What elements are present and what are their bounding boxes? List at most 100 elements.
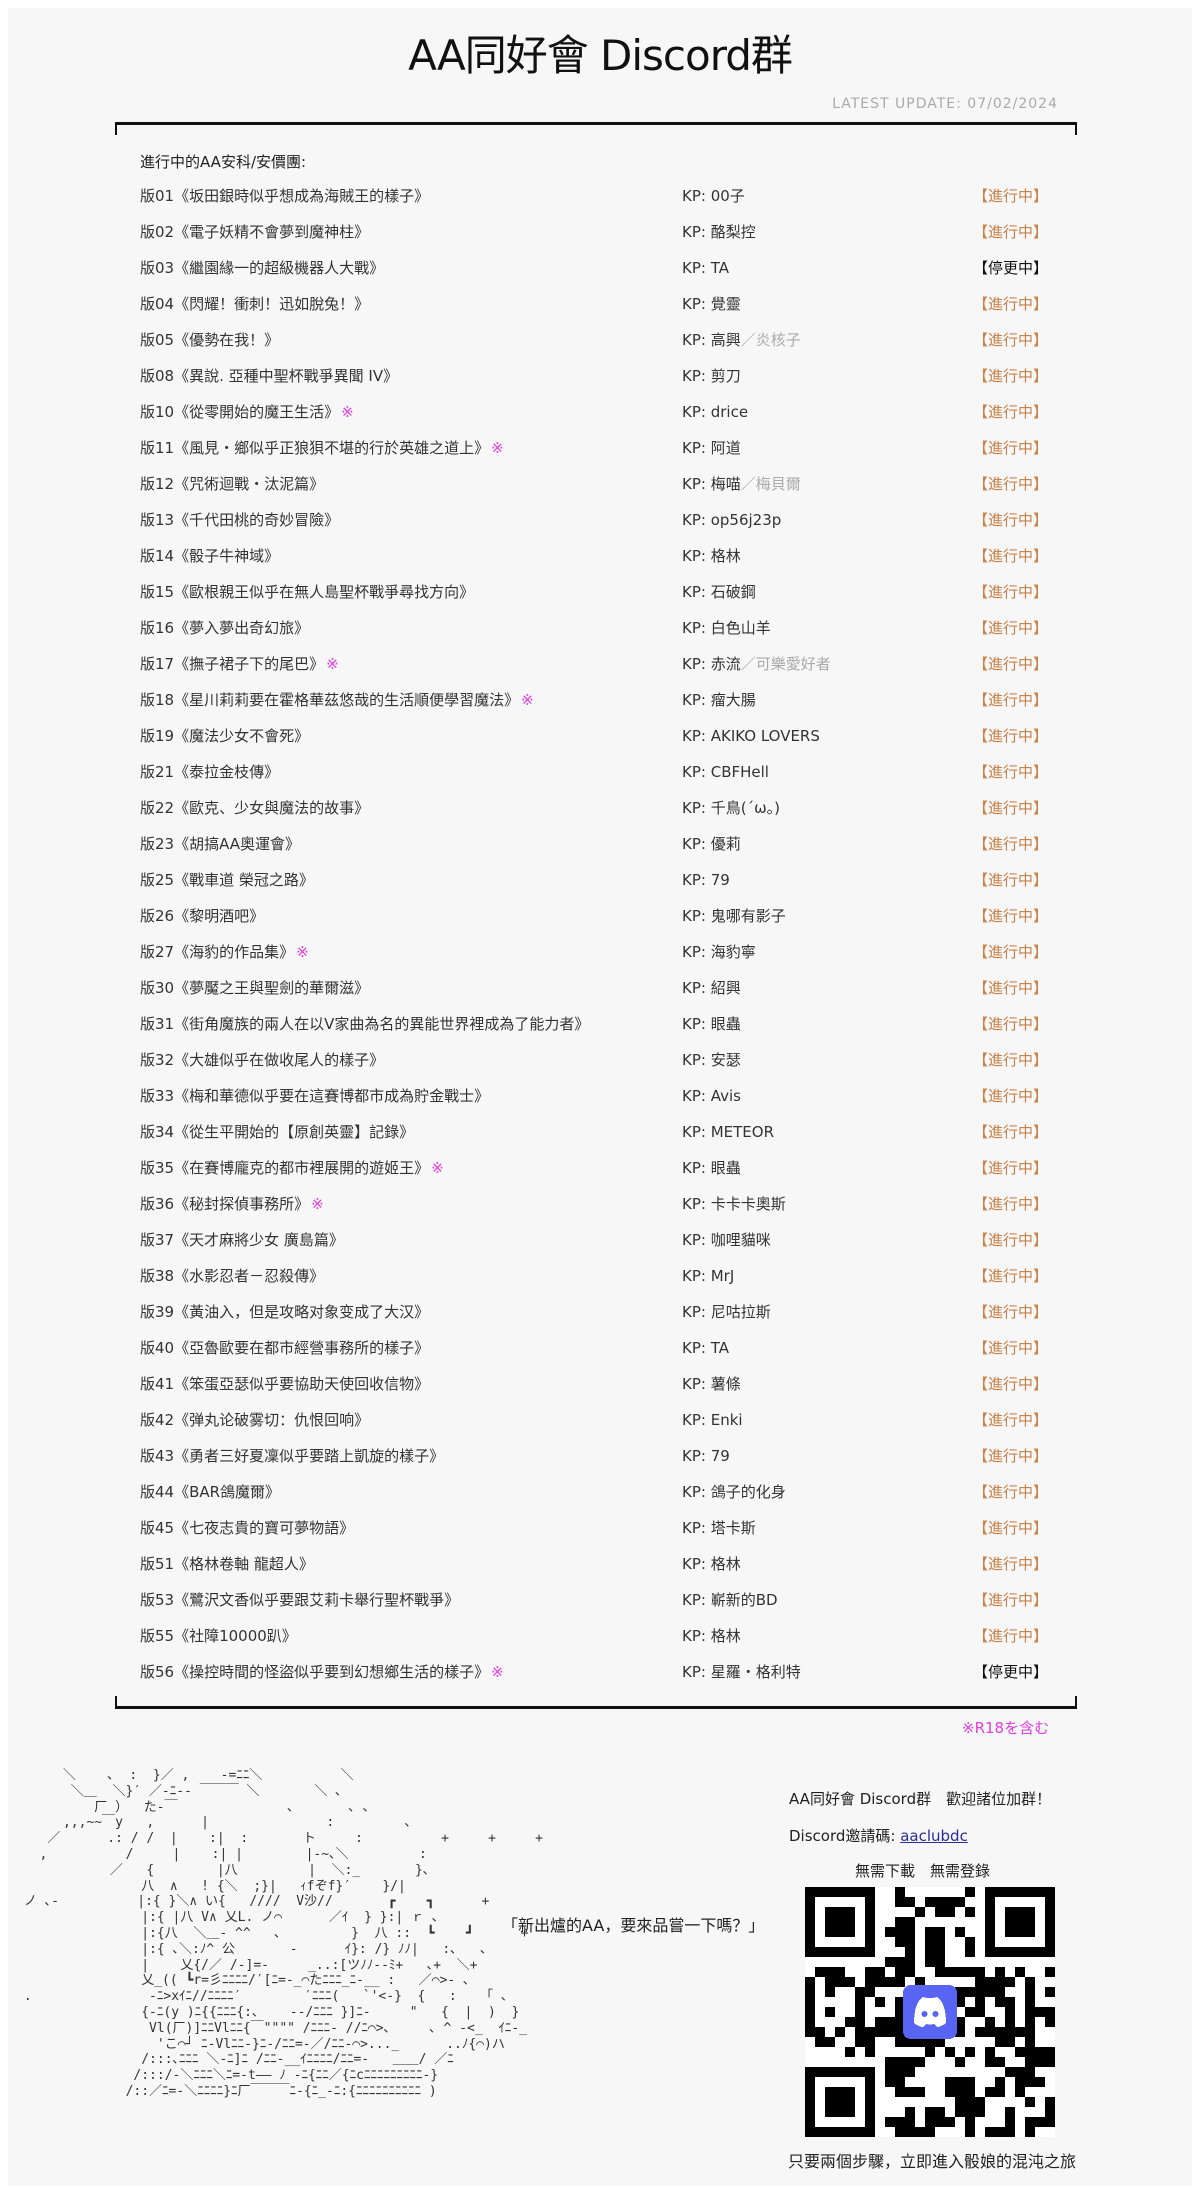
list-item[interactable]: 版37《天才麻將少女 廣島篇》 KP: 咖哩貓咪 【進行中】: [0, 1230, 1200, 1266]
game-title[interactable]: 版32《大雄似乎在做收尾人的樣子》: [140, 1050, 384, 1070]
game-title[interactable]: 版08《異說. 亞種中聖杯戰爭異聞 IV》: [140, 366, 398, 386]
list-item[interactable]: 版26《黎明酒吧》 KP: 鬼哪有影子 【進行中】: [0, 906, 1200, 942]
game-title[interactable]: 版37《天才麻將少女 廣島篇》: [140, 1230, 344, 1250]
list-item[interactable]: 版35《在賽博龐克的都市裡展開的遊姬王》 ※ KP: 眼蟲 【進行中】: [0, 1158, 1200, 1194]
game-title[interactable]: 版22《歐克、少女與魔法的故事》: [140, 798, 369, 818]
list-item[interactable]: 版53《鷺沢文香似乎要跟艾莉卡舉行聖杯戰爭》 KP: 嶄新的BD 【進行中】: [0, 1590, 1200, 1626]
list-item[interactable]: 版13《千代田桃的奇妙冒險》 KP: op56j23p 【進行中】: [0, 510, 1200, 546]
game-title[interactable]: 版33《梅和華德似乎要在這賽博都市成為貯金戰士》: [140, 1086, 489, 1106]
list-item[interactable]: 版25《戰車道 榮冠之路》 KP: 79 【進行中】: [0, 870, 1200, 906]
game-title[interactable]: 版45《七夜志貴的寶可夢物語》: [140, 1518, 354, 1538]
list-item[interactable]: 版32《大雄似乎在做收尾人的樣子》 KP: 安瑟 【進行中】: [0, 1050, 1200, 1086]
list-item[interactable]: 版16《夢入夢出奇幻旅》 KP: 白色山羊 【進行中】: [0, 618, 1200, 654]
list-item[interactable]: 版41《笨蛋亞瑟似乎要協助天使回收信物》 KP: 薯條 【進行中】: [0, 1374, 1200, 1410]
game-title[interactable]: 版03《繼園緣一的超級機器人大戰》: [140, 258, 384, 278]
game-title[interactable]: 版13《千代田桃的奇妙冒險》: [140, 510, 339, 530]
game-title[interactable]: 版44《BAR鴿魔爾》: [140, 1482, 280, 1502]
list-item[interactable]: 版01《坂田銀時似乎想成為海賊王的樣子》 KP: 00子 【進行中】: [0, 186, 1200, 222]
list-item[interactable]: 版23《胡搞AA奧運會》 KP: 優莉 【進行中】: [0, 834, 1200, 870]
game-title[interactable]: 版40《亞魯歐要在都市經營事務所的樣子》: [140, 1338, 429, 1358]
qr-module: [905, 2127, 915, 2137]
list-item[interactable]: 版43《勇者三好夏凜似乎要踏上凱旋的樣子》 KP: 79 【進行中】: [0, 1446, 1200, 1482]
game-title[interactable]: 版12《咒術迴戰・汰泥篇》: [140, 474, 324, 494]
game-title[interactable]: 版16《夢入夢出奇幻旅》: [140, 618, 309, 638]
game-title[interactable]: 版26《黎明酒吧》: [140, 906, 264, 926]
game-title[interactable]: 版36《秘封探偵事務所》 ※: [140, 1194, 324, 1214]
game-title[interactable]: 版56《操控時間的怪盜似乎要到幻想鄉生活的樣子》 ※: [140, 1662, 504, 1682]
game-title[interactable]: 版14《骰子牛神域》: [140, 546, 279, 566]
list-item[interactable]: 版56《操控時間的怪盜似乎要到幻想鄉生活的樣子》 ※ KP: 星羅・格利特 【停更中】: [0, 1662, 1200, 1698]
list-item[interactable]: 版14《骰子牛神域》 KP: 格林 【進行中】: [0, 546, 1200, 582]
game-title[interactable]: 版02《電子妖精不會夢到魔神柱》: [140, 222, 369, 242]
game-title[interactable]: 版38《水影忍者－忍殺傳》: [140, 1266, 324, 1286]
game-title[interactable]: 版17《撫子裙子下的尾巴》 ※: [140, 654, 339, 674]
list-item[interactable]: 版15《歐根親王似乎在無人島聖杯戰爭尋找方向》 KP: 石破鋼 【進行中】: [0, 582, 1200, 618]
qr-module: [995, 2077, 1005, 2087]
kp-primary: 嶄新的BD: [710, 1591, 778, 1609]
list-item[interactable]: 版44《BAR鴿魔爾》 KP: 鴿子的化身 【進行中】: [0, 1482, 1200, 1518]
status-badge: 【進行中】: [973, 1555, 1049, 1573]
game-title[interactable]: 版27《海豹的作品集》 ※: [140, 942, 309, 962]
list-item[interactable]: 版27《海豹的作品集》 ※ KP: 海豹寧 【進行中】: [0, 942, 1200, 978]
qr-module: [975, 1987, 985, 1997]
list-item[interactable]: 版21《泰拉金枝傳》 KP: CBFHell 【進行中】: [0, 762, 1200, 798]
status-badge: 【進行中】: [973, 979, 1049, 997]
game-title[interactable]: 版04《閃耀！衝刺！迅如脫兔！》: [140, 294, 369, 314]
list-item[interactable]: 版39《黃油入，但是攻略对象变成了大汉》 KP: 尼咕拉斯 【進行中】: [0, 1302, 1200, 1338]
list-item[interactable]: 版40《亞魯歐要在都市經營事務所的樣子》 KP: TA 【進行中】: [0, 1338, 1200, 1374]
game-title[interactable]: 版15《歐根親王似乎在無人島聖杯戰爭尋找方向》: [140, 582, 474, 602]
game-title[interactable]: 版53《鷺沢文香似乎要跟艾莉卡舉行聖杯戰爭》: [140, 1590, 459, 1610]
qr-module: [975, 2027, 985, 2037]
list-item[interactable]: 版04《閃耀！衝刺！迅如脫兔！》 KP: 覺靈 【進行中】: [0, 294, 1200, 330]
game-title[interactable]: 版18《星川莉莉要在霍格華茲悠哉的生活順便學習魔法》 ※: [140, 690, 534, 710]
game-title[interactable]: 版41《笨蛋亞瑟似乎要協助天使回收信物》: [140, 1374, 429, 1394]
game-title[interactable]: 版51《格林卷軸 龍超人》: [140, 1554, 314, 1574]
game-title[interactable]: 版11《風見・鄉似乎正狼狽不堪的行於英雄之道上》 ※: [140, 438, 504, 458]
list-item[interactable]: 版05《優勢在我！》 KP: 高興／炎核子 【進行中】: [0, 330, 1200, 366]
list-item[interactable]: 版33《梅和華德似乎要在這賽博都市成為貯金戰士》 KP: Avis 【進行中】: [0, 1086, 1200, 1122]
kp-primary: 優莉: [710, 835, 741, 853]
list-item[interactable]: 版22《歐克、少女與魔法的故事》 KP: 千鳥(´ω。) 【進行中】: [0, 798, 1200, 834]
list-item[interactable]: 版19《魔法少女不會死》 KP: AKIKO LOVERS 【進行中】: [0, 726, 1200, 762]
qr-module: [1005, 2037, 1015, 2047]
game-title[interactable]: 版43《勇者三好夏凜似乎要踏上凱旋的樣子》: [140, 1446, 444, 1466]
list-item[interactable]: 版02《電子妖精不會夢到魔神柱》 KP: 酪梨控 【進行中】: [0, 222, 1200, 258]
list-item[interactable]: 版17《撫子裙子下的尾巴》 ※ KP: 赤流／可樂愛好者 【進行中】: [0, 654, 1200, 690]
status-badge: 【進行中】: [973, 511, 1049, 529]
game-title[interactable]: 版31《街角魔族的兩人在以V家曲為名的異能世界裡成為了能力者》: [140, 1014, 589, 1034]
game-title[interactable]: 版21《泰拉金枝傳》: [140, 762, 279, 782]
list-item[interactable]: 版45《七夜志貴的寶可夢物語》 KP: 塔卡斯 【進行中】: [0, 1518, 1200, 1554]
qr-module: [1015, 2027, 1025, 2037]
list-item[interactable]: 版38《水影忍者－忍殺傳》 KP: MrJ 【進行中】: [0, 1266, 1200, 1302]
list-item[interactable]: 版34《從生平開始的【原創英靈】記錄》 KP: METEOR 【進行中】: [0, 1122, 1200, 1158]
list-item[interactable]: 版31《街角魔族的兩人在以V家曲為名的異能世界裡成為了能力者》 KP: 眼蟲 【進行…: [0, 1014, 1200, 1050]
list-item[interactable]: 版10《從零開始的魔王生活》 ※ KP: drice 【進行中】: [0, 402, 1200, 438]
qr-module: [1005, 2017, 1015, 2027]
game-title[interactable]: 版55《社障10000趴》: [140, 1626, 297, 1646]
game-title[interactable]: 版35《在賽博龐克的都市裡展開的遊姬王》 ※: [140, 1158, 444, 1178]
list-item[interactable]: 版18《星川莉莉要在霍格華茲悠哉的生活順便學習魔法》 ※ KP: 瘤大腸 【進行中】: [0, 690, 1200, 726]
game-title[interactable]: 版05《優勢在我！》: [140, 330, 279, 350]
game-title[interactable]: 版39《黃油入，但是攻略对象变成了大汉》: [140, 1302, 429, 1322]
list-item[interactable]: 版36《秘封探偵事務所》 ※ KP: 卡卡卡奧斯 【進行中】: [0, 1194, 1200, 1230]
game-title[interactable]: 版10《從零開始的魔王生活》 ※: [140, 402, 354, 422]
list-item[interactable]: 版55《社障10000趴》 KP: 格林 【進行中】: [0, 1626, 1200, 1662]
game-title[interactable]: 版34《從生平開始的【原創英靈】記錄》: [140, 1122, 414, 1142]
discord-qr-code[interactable]: [805, 1887, 1055, 2137]
qr-module: [935, 2037, 945, 2047]
list-item[interactable]: 版42《弹丸论破雾切：仇恨回响》 KP: Enki 【進行中】: [0, 1410, 1200, 1446]
list-item[interactable]: 版12《咒術迴戰・汰泥篇》 KP: 梅喵／梅貝爾 【進行中】: [0, 474, 1200, 510]
invite-code-link[interactable]: aaclubdc: [900, 1827, 968, 1845]
list-item[interactable]: 版11《風見・鄉似乎正狼狽不堪的行於英雄之道上》 ※ KP: 阿道 【進行中】: [0, 438, 1200, 474]
game-title[interactable]: 版42《弹丸论破雾切：仇恨回响》: [140, 1410, 369, 1430]
list-item[interactable]: 版08《異說. 亞種中聖杯戰爭異聞 IV》 KP: 剪刀 【進行中】: [0, 366, 1200, 402]
list-item[interactable]: 版51《格林卷軸 龍超人》 KP: 格林 【進行中】: [0, 1554, 1200, 1590]
game-title[interactable]: 版30《夢魘之王與聖劍的華爾滋》: [140, 978, 369, 998]
list-item[interactable]: 版03《繼園緣一的超級機器人大戰》 KP: TA 【停更中】: [0, 258, 1200, 294]
game-title[interactable]: 版19《魔法少女不會死》: [140, 726, 309, 746]
game-title[interactable]: 版01《坂田銀時似乎想成為海賊王的樣子》: [140, 186, 429, 206]
game-title[interactable]: 版23《胡搞AA奧運會》: [140, 834, 300, 854]
game-title[interactable]: 版25《戰車道 榮冠之路》: [140, 870, 314, 890]
list-item[interactable]: 版30《夢魘之王與聖劍的華爾滋》 KP: 紹興 【進行中】: [0, 978, 1200, 1014]
kp-prefix: KP:: [682, 1519, 711, 1537]
